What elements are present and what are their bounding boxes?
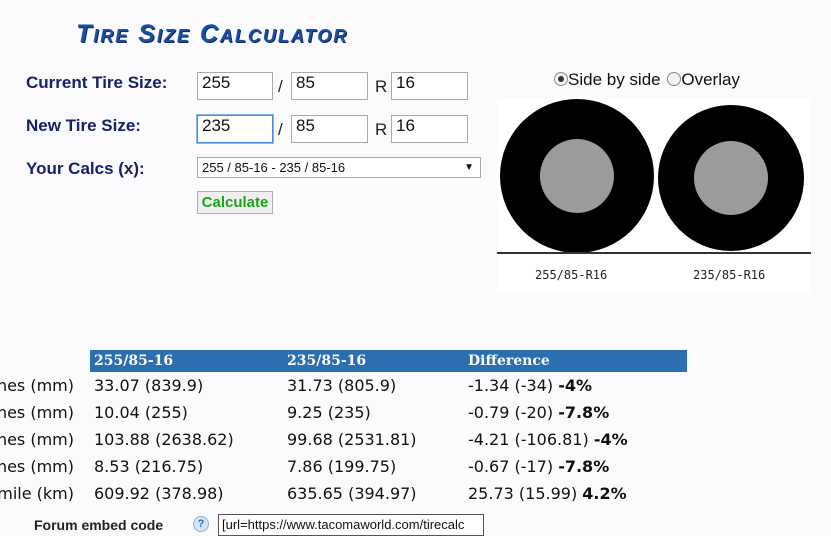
tire-1-label: 255/85-R16 [535,268,608,282]
difference-value: 25.73 (15.99) 4.2% [464,480,687,507]
difference-percent: -7.8% [558,457,610,476]
header-new: 235/85-16 [283,350,464,372]
table-row: mile (km) 609.92 (378.98) 635.65 (394.97… [0,480,687,507]
side-by-side-label[interactable]: Side by side [568,70,661,89]
row-label: hes (mm) [0,457,74,476]
difference-value: -0.79 (-20) -7.8% [464,399,687,426]
table-row: hes (mm) 33.07 (839.9) 31.73 (805.9) -1.… [0,372,687,399]
difference-value: -0.67 (-17) -7.8% [464,453,687,480]
row-label: hes (mm) [0,403,74,422]
calculate-button[interactable]: Calculate [197,191,273,214]
difference-percent: -7.8% [558,403,610,422]
slash-separator: / [278,77,283,96]
row-label: hes (mm) [0,376,74,395]
new-rim-input[interactable]: 16 [391,115,468,143]
header-difference: Difference [464,350,687,372]
help-icon[interactable]: ? [193,516,209,532]
current-value: 8.53 (216.75) [94,457,204,476]
overlay-radio[interactable] [667,72,682,86]
difference-percent: 4.2% [582,484,627,503]
difference-percent: -4% [593,430,628,449]
difference-value: -4.21 (-106.81) -4% [464,426,687,453]
new-value: 635.65 (394.97) [287,484,417,503]
current-rim-input[interactable]: 16 [391,72,468,100]
forum-embed-input[interactable]: [url=https://www.tacomaworld.com/tirecal… [218,514,484,536]
difference-amount: -0.79 (-20) [468,403,554,422]
new-width-input[interactable]: 235 [197,115,273,143]
wheel-1 [540,139,614,213]
current-value: 103.88 (2638.62) [94,430,234,449]
table-row: hes (mm) 103.88 (2638.62) 99.68 (2531.81… [0,426,687,453]
current-value: 10.04 (255) [94,403,188,422]
tire-diagram-svg [497,99,811,254]
calcs-selected-value: 255 / 85-16 - 235 / 85-16 [202,160,346,175]
current-tire-size-label: Current Tire Size: [26,73,168,92]
new-aspect-input[interactable]: 85 [291,115,368,143]
results-table: 255/85-16 235/85-16 Difference hes (mm) … [0,350,687,507]
table-row: hes (mm) 8.53 (216.75) 7.86 (199.75) -0.… [0,453,687,480]
page-title: Tire Size Calculator [76,20,349,48]
new-value: 7.86 (199.75) [287,457,397,476]
header-blank [0,350,90,372]
new-value: 31.73 (805.9) [287,376,397,395]
current-aspect-input[interactable]: 85 [291,72,368,100]
view-toggle: Side by side Overlay [554,70,740,90]
difference-percent: -4% [558,376,593,395]
row-label: hes (mm) [0,430,74,449]
slash-separator: / [278,120,283,139]
forum-embed-label: Forum embed code [34,517,164,533]
row-label: mile (km) [0,484,74,503]
calcs-select[interactable]: 255 / 85-16 - 235 / 85-16 ▼ [197,157,481,178]
rim-r-label: R [375,120,388,139]
overlay-label[interactable]: Overlay [681,70,740,89]
difference-amount: -0.67 (-17) [468,457,554,476]
dropdown-arrow-icon: ▼ [464,162,474,173]
current-value: 33.07 (839.9) [94,376,204,395]
current-value: 609.92 (378.98) [94,484,224,503]
table-row: hes (mm) 10.04 (255) 9.25 (235) -0.79 (-… [0,399,687,426]
your-calcs-label: Your Calcs (x): [26,159,145,178]
new-value: 9.25 (235) [287,403,371,422]
side-by-side-radio[interactable] [554,72,568,86]
header-current: 255/85-16 [90,350,283,372]
results-header-row: 255/85-16 235/85-16 Difference [0,350,687,372]
new-tire-size-label: New Tire Size: [26,116,141,135]
tire-diagram: 255/85-R16 235/85-R16 [497,98,811,293]
tire-2-label: 235/85-R16 [693,268,766,282]
current-width-input[interactable]: 255 [197,72,273,100]
difference-amount: -4.21 (-106.81) [468,430,589,449]
difference-value: -1.34 (-34) -4% [464,372,687,399]
wheel-2 [694,141,768,215]
difference-amount: -1.34 (-34) [468,376,554,395]
rim-r-label: R [375,77,388,96]
new-value: 99.68 (2531.81) [287,430,417,449]
difference-amount: 25.73 (15.99) [468,484,578,503]
